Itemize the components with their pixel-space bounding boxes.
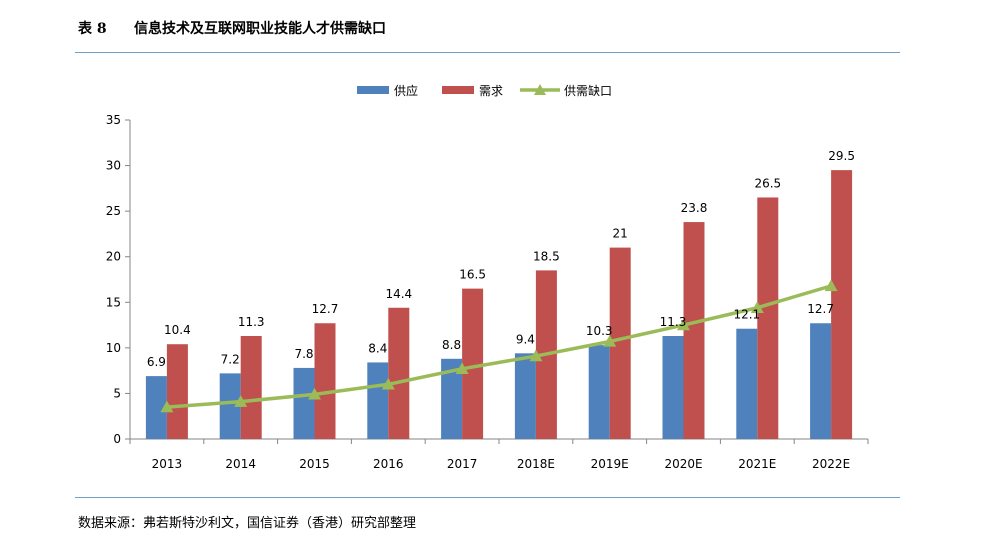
- demand-value-label: 14.4: [385, 287, 412, 301]
- legend-swatch-demand: [442, 86, 474, 94]
- x-axis: 2013 2014 2015 2016 2017 2018E 2019E 2020E 2021E…: [129, 438, 869, 471]
- y-tick-label: 25: [106, 204, 121, 218]
- y-axis: 0 5 10 15 20 25 30 35: [106, 113, 131, 446]
- supply-value-label: 9.4: [516, 332, 535, 346]
- demand-series: [166, 170, 853, 439]
- demand-bar: [166, 344, 188, 439]
- footer-divider: [75, 497, 900, 498]
- supply-value-label: 12.1: [733, 308, 760, 322]
- gap-series: [160, 279, 838, 413]
- legend-marker-gap: [534, 84, 546, 95]
- gap-marker: [308, 387, 321, 400]
- demand-value-label: 10.4: [164, 323, 191, 337]
- supply-bar: [662, 336, 684, 439]
- supply-bar: [219, 373, 241, 439]
- data-labels: 6.9 10.4 7.2 11.3 7.8 12.7 8.4 14.4 8.8 16.5 9.4 18…: [147, 149, 855, 369]
- gap-marker: [455, 362, 469, 375]
- demand-bar: [240, 336, 262, 439]
- legend: 供应 需求 供需缺口: [357, 83, 612, 98]
- demand-bar: [831, 170, 853, 439]
- supply-bar: [810, 323, 832, 439]
- header-divider: [75, 52, 900, 53]
- supply-bar: [441, 358, 463, 439]
- demand-value-label: 16.5: [459, 268, 486, 282]
- supply-bar: [293, 367, 315, 439]
- demand-value-label: 18.5: [533, 249, 560, 263]
- supply-value-label: 10.3: [586, 324, 613, 338]
- supply-bar: [145, 376, 167, 439]
- supply-bar: [514, 353, 536, 439]
- table-label: 表 8: [78, 21, 107, 37]
- table-title: 表 8 信息技术及互联网职业技能人才供需缺口: [78, 18, 386, 38]
- demand-bar: [609, 247, 631, 439]
- gap-line-path: [166, 284, 832, 409]
- gap-marker: [824, 279, 838, 292]
- gap-marker: [529, 349, 543, 362]
- y-tick-label: 5: [113, 386, 121, 400]
- supply-bar: [736, 328, 758, 439]
- demand-value-label: 12.7: [312, 302, 339, 316]
- x-tick-label: 2022E: [812, 457, 850, 471]
- supply-value-label: 6.9: [147, 355, 166, 369]
- supply-value-label: 12.7: [807, 302, 834, 316]
- demand-bar: [757, 197, 779, 439]
- gap-marker: [677, 318, 690, 331]
- legend-swatch-supply: [357, 86, 389, 94]
- gap-marker: [160, 400, 174, 413]
- x-tick-label: 2020E: [664, 457, 702, 471]
- demand-value-label: 23.8: [681, 201, 708, 215]
- x-tick-label: 2014: [225, 457, 256, 471]
- demand-bar: [683, 222, 705, 439]
- x-tick-label: 2021E: [738, 457, 776, 471]
- gap-marker: [381, 377, 395, 390]
- supply-value-label: 7.2: [221, 352, 240, 366]
- y-tick-label: 10: [106, 341, 121, 355]
- supply-value-label: 8.8: [442, 338, 461, 352]
- y-tick-label: 35: [106, 113, 121, 127]
- demand-value-label: 26.5: [754, 176, 781, 190]
- y-tick-label: 15: [106, 295, 121, 309]
- gap-marker: [603, 334, 617, 347]
- demand-bar: [462, 288, 484, 439]
- x-tick-label: 2015: [299, 457, 330, 471]
- y-tick-label: 30: [106, 159, 121, 173]
- legend-label-gap: 供需缺口: [564, 83, 612, 98]
- supply-value-label: 7.8: [294, 347, 313, 361]
- y-tick-label: 0: [113, 432, 121, 446]
- chart-title: 信息技术及互联网职业技能人才供需缺口: [134, 21, 386, 37]
- y-tick-label: 20: [106, 250, 121, 264]
- x-tick-label: 2013: [152, 457, 183, 471]
- supply-value-label: 11.3: [660, 315, 687, 329]
- supply-bar: [588, 345, 610, 439]
- supply-series: [145, 323, 832, 439]
- gap-marker: [234, 395, 248, 407]
- demand-value-label: 21: [613, 227, 628, 241]
- demand-value-label: 29.5: [828, 149, 855, 163]
- x-tick-label: 2017: [447, 457, 478, 471]
- demand-bar: [388, 307, 410, 439]
- demand-value-label: 11.3: [238, 315, 265, 329]
- x-tick-label: 2016: [373, 457, 404, 471]
- legend-label-supply: 供应: [394, 83, 418, 98]
- gap-marker: [750, 301, 764, 313]
- supply-value-label: 8.4: [368, 341, 387, 355]
- source-note: 数据来源：弗若斯特沙利文，国信证券（香港）研究部整理: [78, 516, 417, 531]
- x-tick-label: 2019E: [591, 457, 629, 471]
- x-tick-label: 2018E: [517, 457, 555, 471]
- demand-bar: [314, 323, 336, 439]
- supply-bar: [367, 362, 389, 439]
- legend-label-demand: 需求: [479, 84, 503, 98]
